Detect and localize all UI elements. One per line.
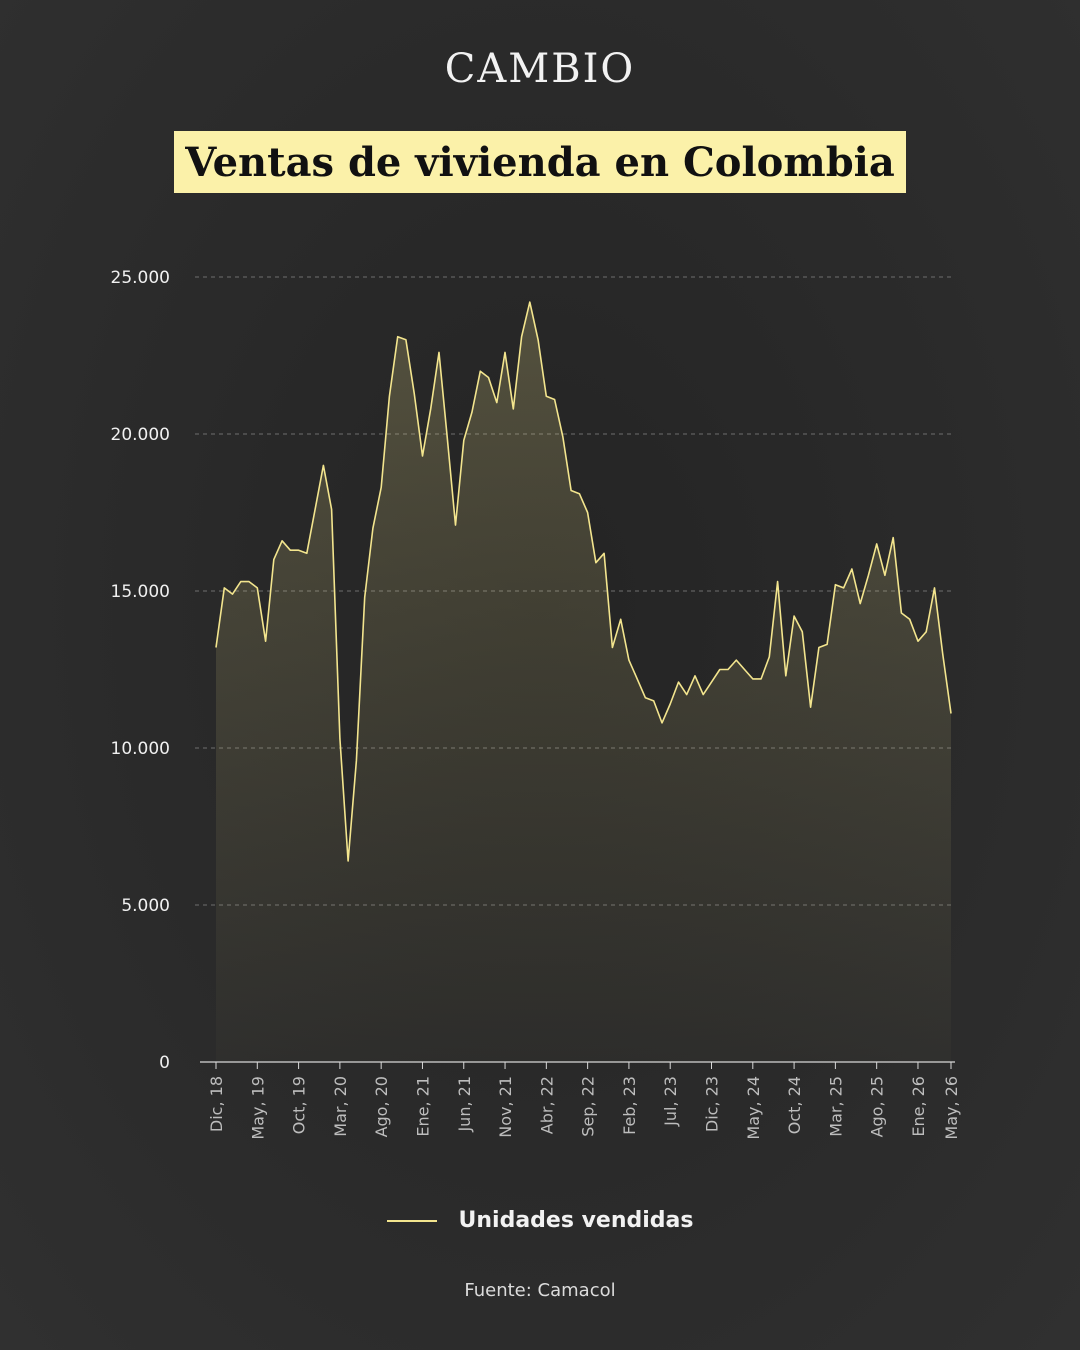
- x-tick-label: May, 26: [942, 1076, 961, 1140]
- y-tick-label: 15.000: [111, 582, 170, 602]
- x-tick-label: Oct, 19: [290, 1076, 309, 1134]
- x-tick-label: Abr, 22: [537, 1076, 556, 1134]
- x-tick-label: May, 24: [744, 1076, 763, 1140]
- x-tick-label: Mar, 25: [826, 1076, 845, 1137]
- y-tick-label: 10.000: [111, 739, 170, 759]
- x-tick-label: Sep, 22: [579, 1076, 598, 1137]
- x-tick-label: May, 19: [248, 1076, 267, 1140]
- series-line: [215, 301, 952, 862]
- x-tick-label: Nov, 21: [496, 1076, 515, 1138]
- x-tick-label: Ago, 25: [868, 1076, 887, 1137]
- legend-line-swatch: [386, 1219, 437, 1222]
- brand-logo: CAMBIO: [444, 46, 636, 92]
- x-tick-label: Ene, 26: [909, 1076, 928, 1137]
- x-tick-label: Ene, 21: [413, 1076, 432, 1137]
- y-tick-label: 0: [159, 1053, 170, 1073]
- source-note: Fuente: Camacol: [464, 1280, 616, 1301]
- legend: Unidades vendidas: [0, 1208, 1080, 1233]
- x-tick-label: Jul, 23: [661, 1076, 680, 1127]
- y-tick-label: 20.000: [111, 425, 170, 445]
- chart-title: Ventas de vivienda en Colombia: [185, 138, 895, 186]
- title-banner: Ventas de vivienda en Colombia: [174, 131, 906, 193]
- legend-label: Unidades vendidas: [458, 1208, 694, 1233]
- y-tick-label: 5.000: [121, 896, 170, 916]
- y-tick-label: 25.000: [111, 268, 170, 288]
- x-tick-label: Feb, 23: [620, 1076, 639, 1135]
- x-tick-label: Oct, 24: [785, 1076, 804, 1134]
- x-tick-label: Jun, 21: [455, 1076, 474, 1133]
- series-area: [216, 302, 951, 1063]
- x-tick-label: Dic, 18: [207, 1076, 226, 1132]
- x-tick-label: Mar, 20: [331, 1076, 350, 1137]
- x-tick-label: Dic, 23: [703, 1076, 722, 1132]
- x-tick-label: Ago, 20: [372, 1076, 391, 1137]
